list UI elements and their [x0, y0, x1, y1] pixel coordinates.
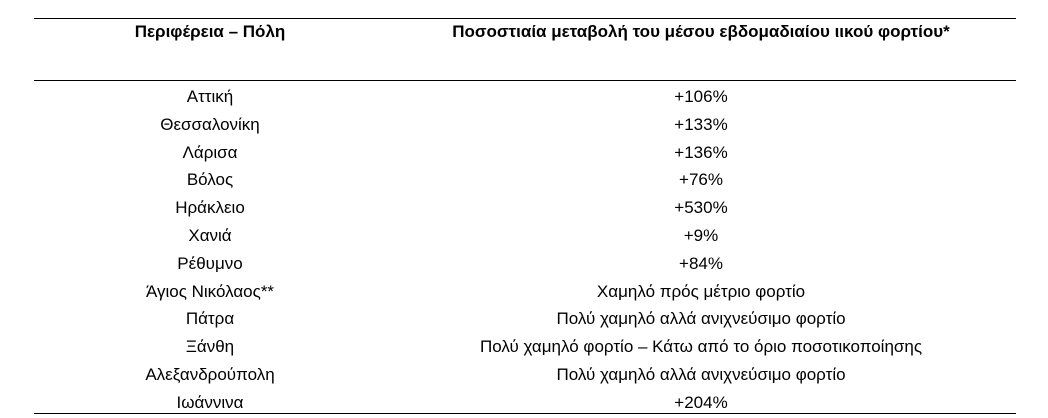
table-row: Αλεξανδρούπολη Πολύ χαμηλό αλλά ανιχνεύσ…	[34, 361, 1016, 389]
city-cell: Χανιά	[188, 225, 232, 245]
change-cell: Πολύ χαμηλό αλλά ανιχνεύσιμο φορτίο	[556, 364, 846, 384]
table-row: Χανιά +9%	[34, 222, 1016, 250]
viral-load-table: Περιφέρεια – Πόλη Ποσοστιαία μεταβολή το…	[34, 0, 1016, 418]
table-body: Αττική +106% Θεσσαλονίκη +133% Λάρισα +1…	[34, 83, 1016, 417]
table-row: Θεσσαλονίκη +133%	[34, 111, 1016, 139]
header-percent-change: Ποσοστιαία μεταβολή του μέσου εβδομαδιαί…	[452, 22, 950, 41]
city-cell: Ιωάννινα	[176, 392, 244, 412]
city-cell: Λάρισα	[182, 142, 238, 162]
table-row: Αττική +106%	[34, 83, 1016, 111]
change-cell: +76%	[679, 170, 723, 190]
table-row: Λάρισα +136%	[34, 139, 1016, 167]
table-row: Ιωάννινα +204%	[34, 389, 1016, 417]
table-row: Πάτρα Πολύ χαμηλό αλλά ανιχνεύσιμο φορτί…	[34, 305, 1016, 333]
city-cell: Βόλος	[186, 170, 234, 190]
change-cell: +136%	[674, 142, 728, 162]
table-row: Άγιος Νικόλαος** Χαμηλό πρός μέτριο φορτ…	[34, 278, 1016, 306]
city-cell: Αλεξανδρούπολη	[145, 364, 275, 384]
change-cell: +133%	[674, 114, 728, 134]
city-cell: Θεσσαλονίκη	[160, 114, 260, 134]
change-cell: Πολύ χαμηλό αλλά ανιχνεύσιμο φορτίο	[556, 309, 846, 329]
table-row: Ρέθυμνο +84%	[34, 250, 1016, 278]
header-region-city: Περιφέρεια – Πόλη	[134, 22, 286, 41]
table-top-rule	[34, 18, 1016, 19]
change-cell: +204%	[674, 392, 728, 412]
change-cell: Χαμηλό πρός μέτριο φορτίο	[596, 281, 806, 301]
table-row: Βόλος +76%	[34, 166, 1016, 194]
table-header-rule	[34, 80, 1016, 81]
table-row: Ηράκλειο +530%	[34, 194, 1016, 222]
change-cell: Πολύ χαμηλό φορτίο – Κάτω από το όριο πο…	[479, 337, 923, 357]
city-cell: Ηράκλειο	[175, 198, 245, 218]
table-row: Ξάνθη Πολύ χαμηλό φορτίο – Κάτω από το ό…	[34, 333, 1016, 361]
change-cell: +84%	[679, 253, 723, 273]
change-cell: +9%	[683, 225, 719, 245]
change-cell: +530%	[674, 198, 728, 218]
table-bottom-rule	[34, 413, 1016, 414]
change-cell: +106%	[674, 87, 728, 106]
city-cell: Άγιος Νικόλαος**	[145, 281, 275, 301]
city-cell: Αττική	[186, 87, 234, 106]
city-cell: Ξάνθη	[185, 337, 235, 357]
city-cell: Ρέθυμνο	[177, 253, 243, 273]
city-cell: Πάτρα	[185, 309, 235, 329]
